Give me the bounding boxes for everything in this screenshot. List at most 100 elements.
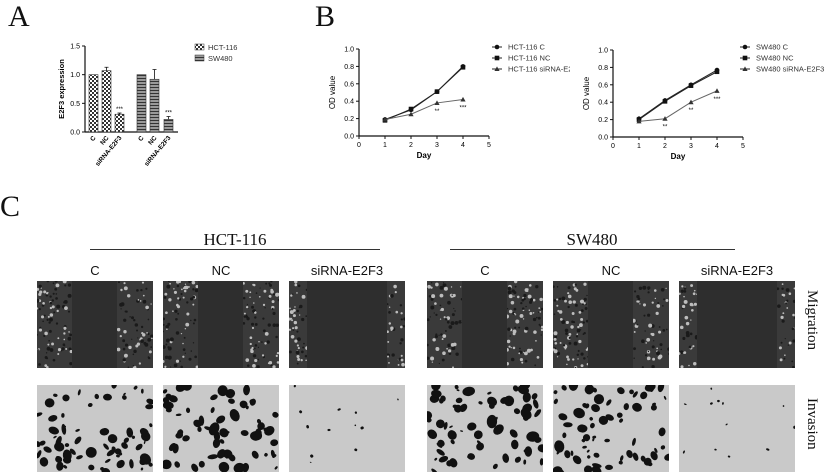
- x-tick-label: 2: [409, 142, 413, 149]
- data-point: [714, 88, 720, 93]
- column-label: siRNA-E2F3: [310, 263, 384, 278]
- line-chart-hct116: 0.0 0.2 0.4 0.6 0.8 1.0 0 1 2 3 4 5 Day OD value HCT-1…: [328, 43, 570, 161]
- x-tick-label: C: [137, 135, 146, 143]
- panel-label-b: B: [315, 0, 336, 33]
- x-tick-label: NC: [147, 135, 159, 147]
- legend-label: HCT-116 NC: [508, 54, 551, 63]
- group-title-hct116: HCT-116: [203, 230, 267, 249]
- y-axis-label: E2F3 expression: [57, 59, 66, 119]
- migration-micrograph: [163, 281, 279, 368]
- error-bar: [152, 69, 157, 80]
- x-axis-label: Day: [671, 152, 686, 161]
- invasion-micrograph: [427, 385, 543, 472]
- legend-swatch: [194, 43, 205, 51]
- y-tick-label: 0.4: [598, 100, 608, 107]
- migration-micrograph: [679, 281, 795, 368]
- significance-label: **: [663, 125, 668, 131]
- legend-label: SW480 C: [756, 43, 789, 52]
- row-label-invasion: Invasion: [804, 398, 820, 450]
- error-bar: [166, 116, 171, 120]
- column-label: NC: [601, 263, 621, 278]
- data-point: [662, 99, 668, 104]
- data-point: [714, 69, 720, 75]
- group-title-sw480: SW480: [566, 230, 618, 249]
- data-point: [662, 116, 668, 121]
- legend-marker: [742, 44, 748, 50]
- x-tick-label: 4: [461, 142, 465, 149]
- series-line: [638, 69, 718, 120]
- y-axis-label: OD value: [328, 75, 337, 109]
- y-tick-label: 0.0: [344, 134, 354, 141]
- data-point: [688, 83, 694, 88]
- data-point: [636, 118, 642, 124]
- bar: [101, 70, 112, 133]
- x-tick-label: 5: [487, 142, 491, 149]
- invasion-micrograph: [553, 385, 669, 472]
- bar: [163, 119, 174, 133]
- data-point: [382, 116, 388, 122]
- migration-micrograph: [289, 281, 405, 368]
- invasion-micrograph: [679, 385, 795, 472]
- bar: [149, 78, 160, 133]
- y-tick-label: 1.5: [70, 44, 80, 51]
- y-tick-label: 0.0: [70, 130, 80, 137]
- y-tick-label: 0.5: [70, 101, 80, 108]
- legend-marker: [742, 55, 748, 61]
- y-tick-label: 1.0: [598, 48, 608, 55]
- column-label: C: [90, 263, 100, 278]
- legend-label: SW480 siRNA-E2F3: [756, 65, 824, 74]
- significance-label: ***: [116, 107, 124, 113]
- x-tick-label: 0: [611, 143, 615, 150]
- significance-label: ***: [165, 111, 173, 117]
- x-tick-label: 5: [741, 143, 745, 150]
- group-divider: [450, 249, 735, 250]
- x-tick-label: C: [89, 135, 98, 143]
- data-point: [460, 64, 466, 70]
- series-line: [384, 98, 464, 120]
- line-chart-sw480: 0.0 0.2 0.4 0.6 0.8 1.0 0 1 2 3 4 5 Day OD value SW480…: [582, 43, 824, 162]
- migration-micrograph: [427, 281, 543, 368]
- row-label-migration: Migration: [804, 290, 820, 350]
- migration-micrograph: [553, 281, 669, 368]
- data-point: [688, 99, 694, 105]
- y-tick-label: 0.0: [598, 135, 608, 142]
- column-label: siRNA-E2F3: [700, 263, 774, 278]
- bar: [114, 113, 125, 133]
- column-label: NC: [211, 263, 231, 278]
- y-tick-label: 0.4: [344, 99, 354, 106]
- legend-label: SW480: [208, 54, 233, 63]
- legend-marker: [494, 44, 500, 50]
- significance-label: ***: [713, 97, 721, 103]
- bar: [88, 74, 99, 133]
- invasion-micrograph: [289, 385, 405, 472]
- y-tick-label: 0.6: [598, 82, 608, 89]
- data-point: [408, 111, 414, 117]
- panel-label-c: C: [0, 190, 21, 223]
- invasion-micrograph: [163, 385, 279, 472]
- y-tick-label: 1.0: [344, 47, 354, 54]
- y-axis-label: OD value: [582, 76, 591, 110]
- legend-label: HCT-116: [208, 43, 237, 52]
- x-tick-label: 2: [663, 143, 667, 150]
- bar: [136, 74, 147, 133]
- y-tick-label: 0.2: [344, 116, 354, 123]
- x-tick-label: 3: [435, 142, 439, 149]
- series-line: [638, 90, 718, 122]
- legend-marker: [494, 66, 500, 71]
- column-label: C: [480, 263, 490, 278]
- significance-label: **: [435, 109, 440, 115]
- x-tick-label: 1: [383, 142, 387, 149]
- data-point: [460, 96, 466, 102]
- data-point: [408, 106, 414, 112]
- legend-swatch: [194, 54, 205, 62]
- legend-label: SW480 NC: [756, 54, 794, 63]
- x-tick-label: 3: [689, 143, 693, 150]
- significance-label: ***: [459, 105, 467, 111]
- y-tick-label: 0.6: [344, 81, 354, 88]
- group-divider: [90, 249, 380, 250]
- series-line: [384, 66, 464, 121]
- invasion-micrograph: [37, 385, 153, 472]
- y-tick-label: 1.0: [70, 72, 80, 79]
